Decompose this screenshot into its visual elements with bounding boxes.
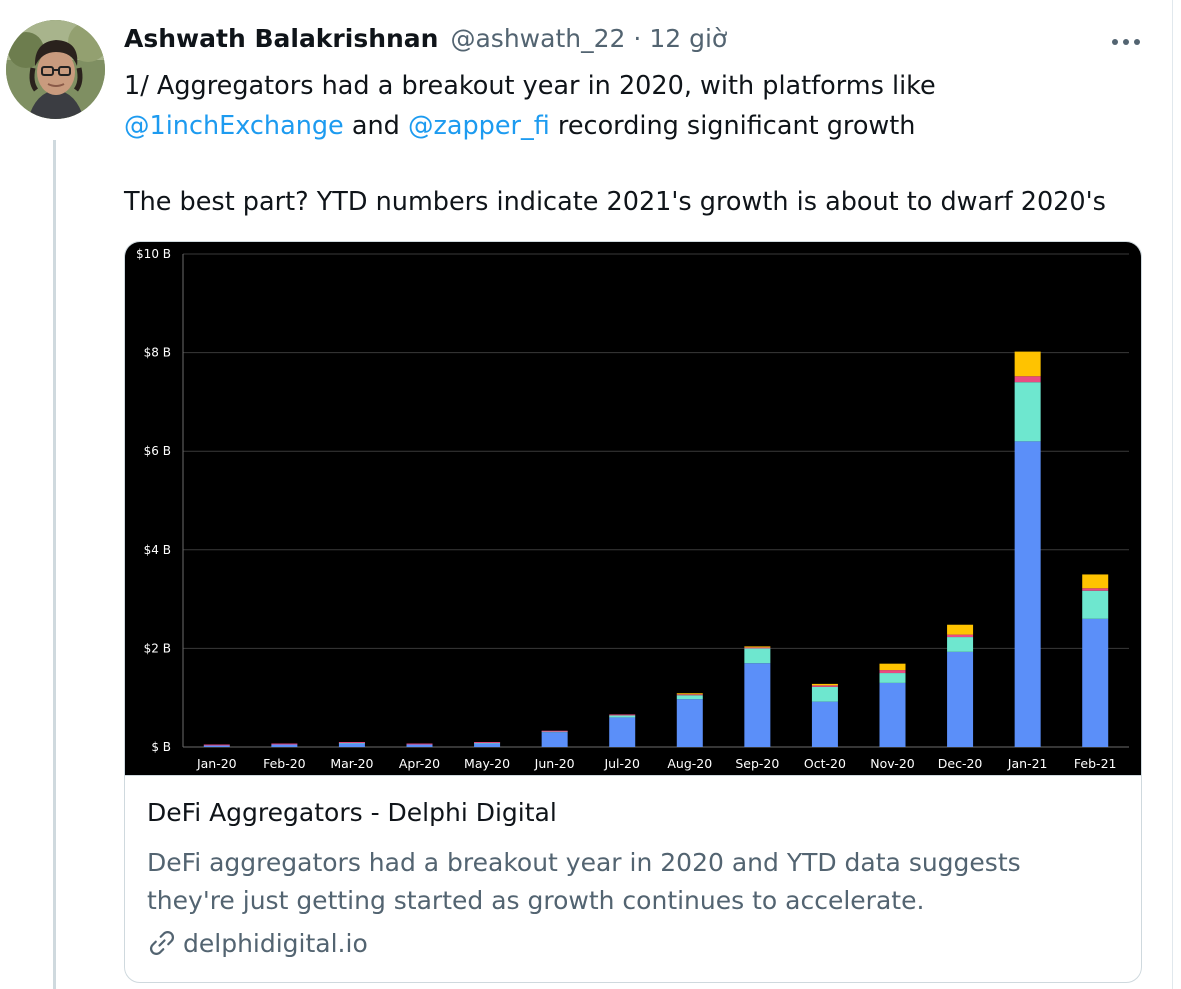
more-horizontal-icon — [1112, 39, 1140, 45]
bar-segment-oct-20-s3 — [811, 685, 838, 687]
x-tick-label: Oct-20 — [804, 756, 846, 771]
separator-dot: · — [633, 24, 642, 53]
bar-segment-jun-20-s3 — [541, 730, 568, 732]
bar-segment-aug-20-s2 — [676, 695, 703, 700]
x-tick-label: Jan-20 — [196, 756, 237, 771]
bar-segment-apr-20-s3 — [406, 743, 433, 745]
bar-segment-jul-20-s2 — [609, 715, 636, 718]
link-icon — [147, 928, 177, 958]
tweet-text-line-1: 1/ Aggregators had a breakout year in 20… — [124, 71, 936, 101]
bar-segment-jan-20-s1 — [203, 745, 230, 747]
bar-segment-jul-20-s1 — [609, 717, 636, 747]
author-handle[interactable]: @ashwath_22 — [450, 24, 626, 53]
x-tick-label: Mar-20 — [330, 756, 373, 771]
bar-segment-feb-21-s1 — [1082, 618, 1109, 747]
bar-segment-jan-21-s1 — [1014, 441, 1041, 747]
bar-segment-mar-20-s3 — [338, 742, 365, 744]
x-tick-label: Aug-20 — [667, 756, 712, 771]
x-tick-label: Sep-20 — [735, 756, 779, 771]
bar-segment-sep-20-s4 — [744, 646, 771, 648]
bar-segment-sep-20-s2 — [744, 648, 771, 664]
y-axis-ticks: $ B $2 B $4 B $6 B $8 B $10 B — [136, 247, 171, 754]
bar-segment-aug-20-s3 — [676, 694, 703, 696]
bar-segment-dec-20-s2 — [947, 637, 974, 652]
tweet-header: Ashwath Balakrishnan @ashwath_22 · 12 gi… — [124, 24, 727, 60]
tweet-text-line-2-rest: recording significant growth — [549, 111, 916, 141]
thread-connector-line — [53, 140, 56, 989]
bar-chart: $ B $2 B $4 B $6 B $8 B $10 B Jan-20 Feb-20 Mar… — [136, 247, 1129, 771]
x-tick-label: Apr-20 — [399, 756, 440, 771]
y-tick-label: $6 B — [144, 444, 171, 458]
bar-segment-sep-20-s1 — [744, 663, 771, 747]
bar-segment-jan-20-s3 — [203, 744, 230, 746]
card-description-line-2: they're just getting started as growth c… — [147, 886, 925, 915]
timeline-border — [1172, 0, 1173, 989]
bar-segment-jun-20-s1 — [541, 732, 568, 747]
bar-segment-jan-21-s3 — [1014, 376, 1041, 383]
card-domain-link[interactable]: delphidigital.io — [147, 924, 368, 962]
bar-segment-oct-20-s2 — [811, 686, 838, 702]
y-tick-label: $4 B — [144, 543, 171, 557]
x-axis-ticks: Jan-20 Feb-20 Mar-20 Apr-20 May-20 Jun-20 Jul-… — [196, 756, 1117, 771]
card-description-line-1: DeFi aggregators had a breakout year in … — [147, 848, 1021, 877]
bar-segment-sep-20-s3 — [744, 647, 771, 649]
avatar-image — [6, 20, 105, 119]
bar-segment-oct-20-s1 — [811, 701, 838, 747]
x-tick-label: Jan-21 — [1007, 756, 1048, 771]
bar-segment-nov-20-s3 — [879, 670, 906, 674]
x-tick-label: Feb-20 — [263, 756, 306, 771]
y-tick-label: $2 B — [144, 641, 171, 655]
card-divider — [125, 775, 1141, 776]
bar-segment-nov-20-s1 — [879, 682, 906, 747]
link-preview-card[interactable]: $ B $2 B $4 B $6 B $8 B $10 B Jan-20 Feb-20 Mar… — [124, 241, 1142, 983]
tweet-text-line-2: @1inchExchange and @zapper_fi recording … — [124, 106, 1164, 146]
card-title[interactable]: DeFi Aggregators - Delphi Digital — [147, 798, 557, 827]
bar-segment-feb-21-s4 — [1082, 574, 1109, 589]
card-domain: delphidigital.io — [183, 928, 368, 958]
bar-segment-jul-20-s3 — [609, 714, 636, 716]
chart-grid — [182, 253, 1129, 748]
more-options-button[interactable] — [1106, 22, 1146, 62]
x-tick-label: Jun-20 — [534, 756, 575, 771]
paragraph-gap — [124, 146, 1164, 182]
avatar[interactable] — [6, 20, 105, 119]
x-tick-label: Dec-20 — [938, 756, 983, 771]
bar-segment-may-20-s3 — [474, 742, 501, 744]
card-chart-image[interactable]: $ B $2 B $4 B $6 B $8 B $10 B Jan-20 Feb-20 Mar… — [125, 242, 1141, 775]
bar-segment-may-20-s1 — [474, 743, 501, 747]
bar-segment-jan-21-s4 — [1014, 351, 1041, 377]
y-tick-label: $8 B — [144, 346, 171, 360]
mention-zapper-fi[interactable]: @zapper_fi — [407, 111, 550, 141]
bar-segment-mar-20-s1 — [338, 743, 365, 747]
author-name[interactable]: Ashwath Balakrishnan — [124, 24, 439, 53]
x-tick-label: Nov-20 — [870, 756, 915, 771]
bar-segment-feb-20-s3 — [271, 743, 298, 745]
y-tick-label: $10 B — [136, 247, 171, 261]
chart-bars — [203, 351, 1109, 747]
bar-segment-apr-20-s1 — [406, 744, 433, 747]
bar-segment-dec-20-s3 — [947, 634, 974, 638]
conjunction-text: and — [343, 111, 408, 141]
bar-segment-nov-20-s4 — [879, 663, 906, 671]
card-description: DeFi aggregators had a breakout year in … — [147, 844, 1127, 920]
bar-segment-oct-20-s4 — [811, 683, 838, 686]
x-tick-label: Jul-20 — [603, 756, 640, 771]
bar-segment-feb-21-s3 — [1082, 588, 1109, 591]
tweet-text-line-3: The best part? YTD numbers indicate 2021… — [124, 187, 1106, 217]
bar-segment-aug-20-s4 — [676, 693, 703, 695]
bar-segment-dec-20-s4 — [947, 624, 974, 635]
y-tick-label: $ B — [151, 740, 171, 754]
mention-1inchexchange[interactable]: @1inchExchange — [124, 111, 344, 141]
bar-segment-feb-20-s1 — [271, 744, 298, 747]
x-tick-label: Feb-21 — [1074, 756, 1117, 771]
bar-segment-aug-20-s1 — [676, 699, 703, 747]
bar-segment-feb-21-s2 — [1082, 590, 1109, 619]
x-tick-label: May-20 — [464, 756, 510, 771]
bar-segment-dec-20-s1 — [947, 651, 974, 747]
bar-segment-jan-21-s2 — [1014, 382, 1041, 442]
bar-segment-nov-20-s2 — [879, 673, 906, 683]
tweet-text: 1/ Aggregators had a breakout year in 20… — [124, 66, 1164, 222]
tweet-timestamp[interactable]: 12 giờ — [649, 24, 728, 53]
